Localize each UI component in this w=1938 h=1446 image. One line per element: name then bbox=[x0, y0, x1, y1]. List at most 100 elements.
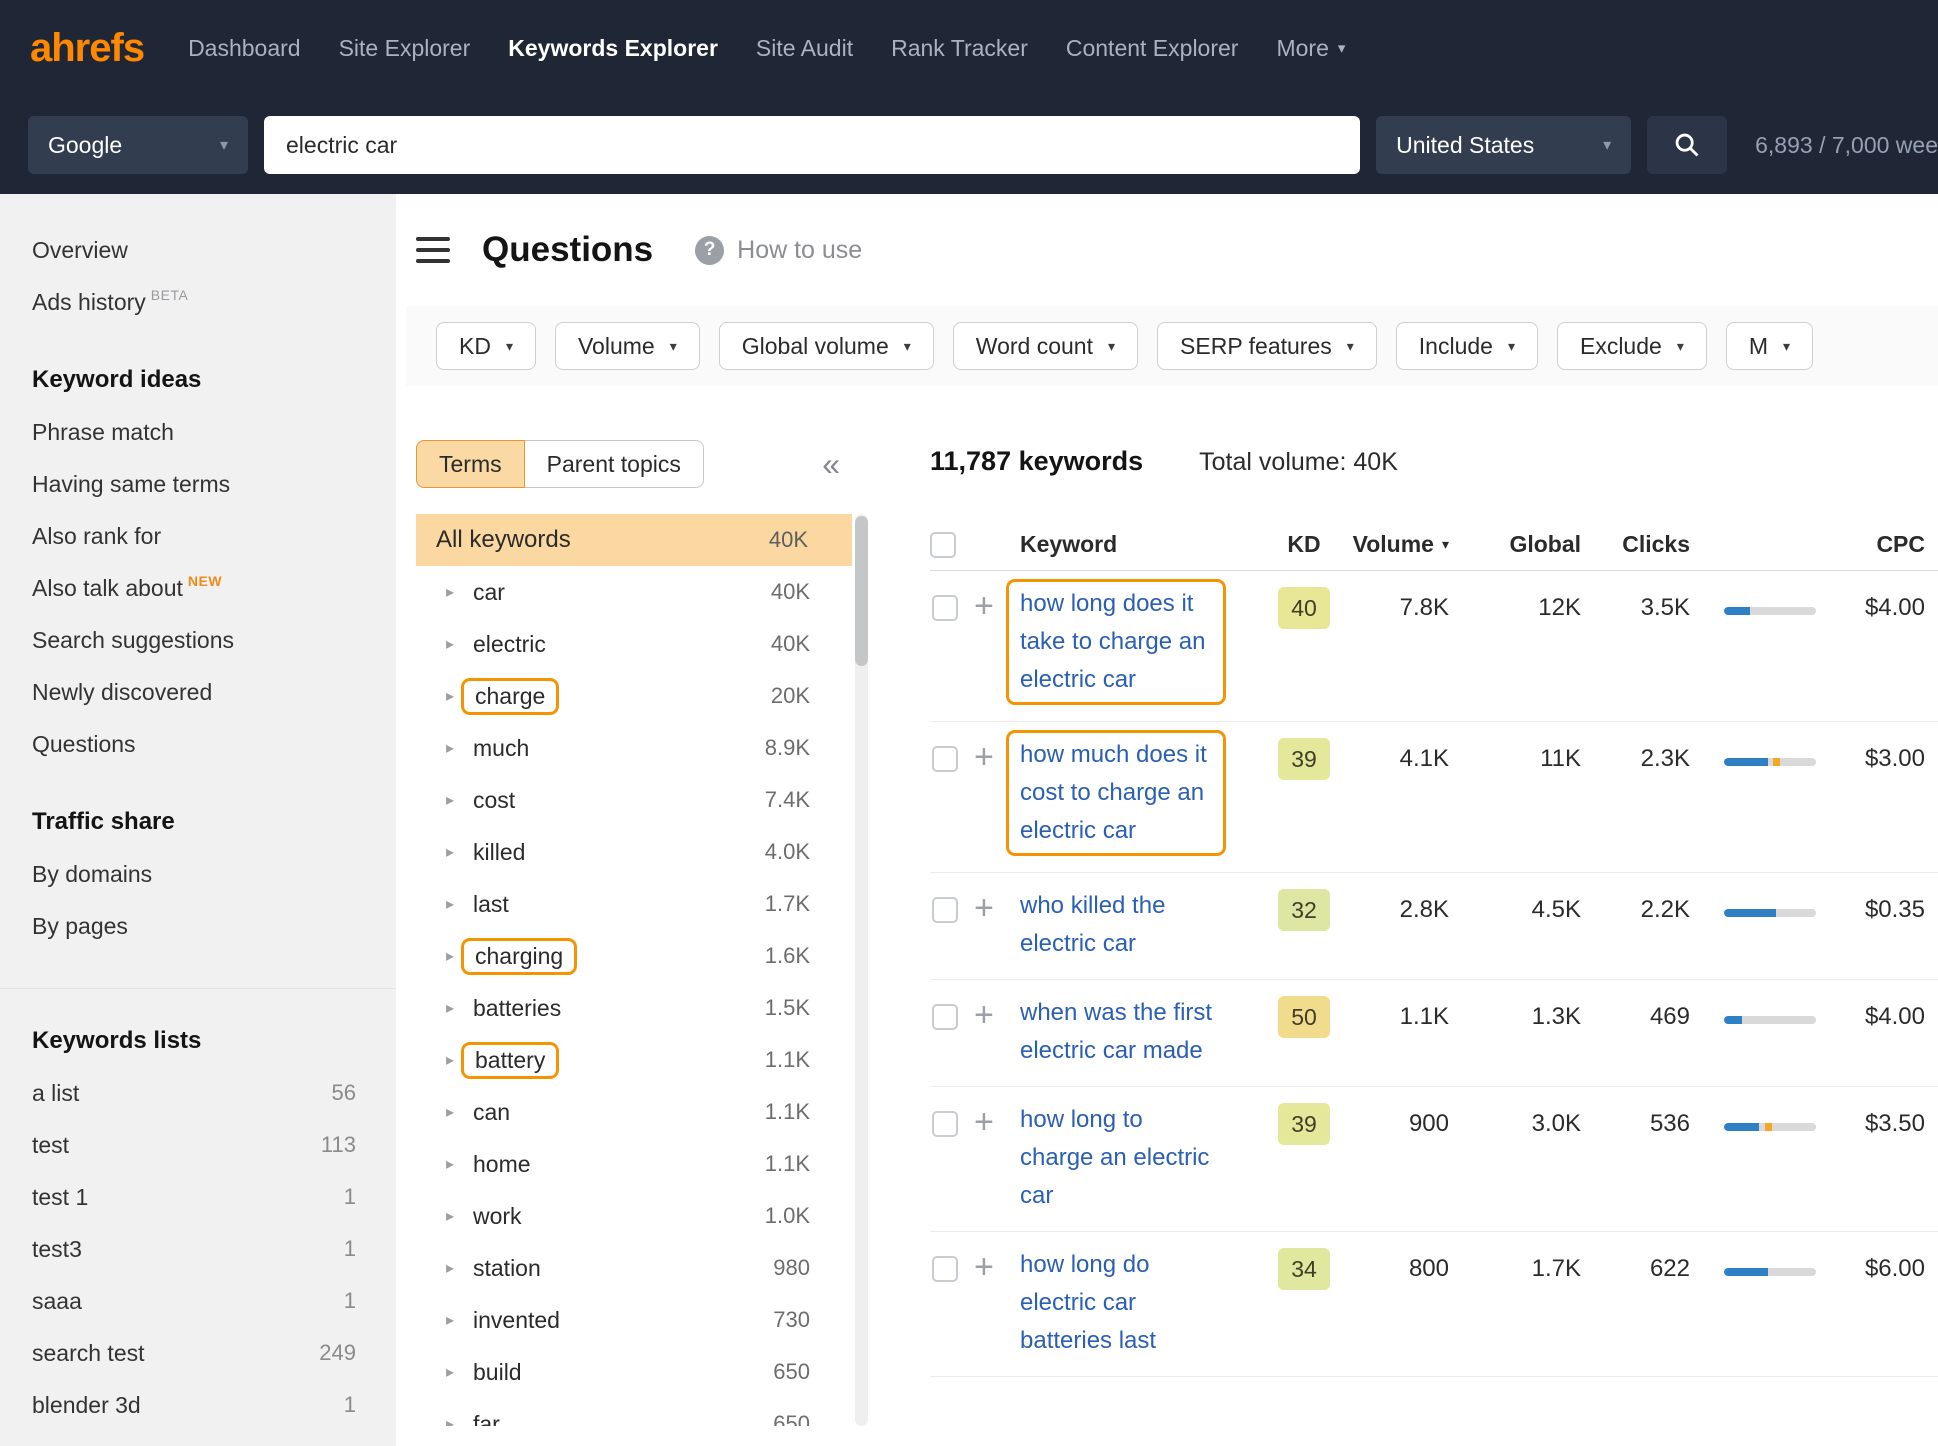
filter-chip[interactable]: Volume ▾ bbox=[554, 322, 700, 370]
term-row[interactable]: ▸ battery 1.1K bbox=[416, 1034, 852, 1086]
nav-item[interactable]: Site Audit bbox=[756, 35, 853, 62]
add-to-list-icon[interactable]: + bbox=[974, 996, 994, 1034]
how-to-use-link[interactable]: ? How to use bbox=[695, 235, 862, 265]
menu-icon[interactable] bbox=[416, 237, 450, 263]
add-to-list-icon[interactable]: + bbox=[974, 889, 994, 927]
sidebar-item[interactable]: By domains bbox=[0, 848, 396, 900]
keywords-list-item[interactable]: saaa 1 bbox=[0, 1275, 396, 1327]
term-row[interactable]: ▸ last 1.7K bbox=[416, 878, 852, 930]
sidebar-item[interactable]: Also talk about NEW bbox=[0, 562, 396, 614]
term-row[interactable]: ▸ much 8.9K bbox=[416, 722, 852, 774]
column-keyword[interactable]: Keyword bbox=[1020, 531, 1118, 557]
select-all-checkbox[interactable] bbox=[930, 531, 956, 558]
keyword-search-input[interactable] bbox=[264, 116, 1361, 174]
sidebar-item[interactable]: Having same terms bbox=[0, 458, 396, 510]
row-checkbox[interactable] bbox=[932, 1004, 958, 1030]
sidebar-item[interactable]: Also rank for bbox=[0, 510, 396, 562]
nav-item[interactable]: Content Explorer bbox=[1066, 35, 1239, 62]
term-row[interactable]: ▸ station 980 bbox=[416, 1242, 852, 1294]
keyword-link[interactable]: who killed the electric car bbox=[1020, 892, 1166, 957]
keywords-list-item[interactable]: search test 249 bbox=[0, 1327, 396, 1379]
keyword-link[interactable]: how long to charge an electric car bbox=[1020, 1106, 1210, 1209]
term-row[interactable]: ▸ car 40K bbox=[416, 566, 852, 618]
sidebar-item[interactable]: Traffic share bbox=[0, 796, 396, 848]
keyword-link[interactable]: when was the first electric car made bbox=[1020, 999, 1213, 1064]
term-row[interactable]: ▸ home 1.1K bbox=[416, 1138, 852, 1190]
sidebar-item[interactable]: Questions bbox=[0, 718, 396, 770]
nav-item[interactable]: Rank Tracker bbox=[891, 35, 1028, 62]
add-to-list-icon[interactable]: + bbox=[974, 587, 994, 625]
country-select[interactable]: United States ▾ bbox=[1376, 116, 1632, 174]
keywords-list-item[interactable]: test 1 1 bbox=[0, 1171, 396, 1223]
add-to-list-icon[interactable]: + bbox=[974, 1103, 994, 1141]
sidebar-item[interactable]: Keyword ideas bbox=[0, 354, 396, 406]
keyword-link[interactable]: how long do electric car batteries last bbox=[1020, 1251, 1157, 1354]
term-row[interactable]: ▸ cost 7.4K bbox=[416, 774, 852, 826]
sidebar-item[interactable]: Newly discovered bbox=[0, 666, 396, 718]
term-row[interactable]: ▸ electric 40K bbox=[416, 618, 852, 670]
sidebar-item[interactable]: Overview bbox=[0, 224, 396, 276]
sidebar-item[interactable]: Ads history BETA bbox=[0, 276, 396, 328]
filter-chip[interactable]: KD ▾ bbox=[436, 322, 536, 370]
expand-triangle-icon[interactable]: ▸ bbox=[446, 688, 455, 705]
sidebar-item[interactable]: Search suggestions bbox=[0, 614, 396, 666]
column-kd[interactable]: KD bbox=[1287, 531, 1321, 557]
terms-scrollbar[interactable] bbox=[855, 514, 868, 1426]
term-row[interactable]: ▸ killed 4.0K bbox=[416, 826, 852, 878]
term-row[interactable]: ▸ invented 730 bbox=[416, 1294, 852, 1346]
filter-chip[interactable]: Include ▾ bbox=[1395, 322, 1538, 370]
sidebar-item[interactable]: By pages bbox=[0, 900, 396, 952]
term-row[interactable]: ▸ batteries 1.5K bbox=[416, 982, 852, 1034]
expand-triangle-icon[interactable]: ▸ bbox=[446, 948, 455, 965]
tab-terms[interactable]: Terms bbox=[416, 440, 525, 488]
expand-triangle-icon[interactable]: ▸ bbox=[446, 740, 455, 757]
keyword-link[interactable]: how much does it cost to charge an elect… bbox=[1006, 730, 1226, 856]
keyword-link[interactable]: how long does it take to charge an elect… bbox=[1006, 579, 1226, 705]
column-clicks[interactable]: Clicks bbox=[1622, 531, 1690, 557]
terms-all-keywords-row[interactable]: All keywords 40K bbox=[416, 514, 852, 566]
nav-item[interactable]: More ▾ bbox=[1276, 35, 1345, 62]
expand-triangle-icon[interactable]: ▸ bbox=[446, 844, 455, 861]
expand-triangle-icon[interactable]: ▸ bbox=[446, 1156, 455, 1173]
term-row[interactable]: ▸ build 650 bbox=[416, 1346, 852, 1398]
expand-triangle-icon[interactable]: ▸ bbox=[446, 1364, 455, 1381]
search-engine-select[interactable]: Google ▾ bbox=[28, 116, 248, 174]
sidebar-item[interactable]: Phrase match bbox=[0, 406, 396, 458]
row-checkbox[interactable] bbox=[932, 746, 958, 772]
expand-triangle-icon[interactable]: ▸ bbox=[446, 636, 455, 653]
expand-triangle-icon[interactable]: ▸ bbox=[446, 1000, 455, 1017]
keywords-list-item[interactable]: a list 56 bbox=[0, 1067, 396, 1119]
filter-chip[interactable]: M ▾ bbox=[1725, 322, 1814, 370]
column-global[interactable]: Global bbox=[1509, 531, 1581, 557]
keywords-list-item[interactable]: test3 1 bbox=[0, 1223, 396, 1275]
filter-chip[interactable]: Word count ▾ bbox=[952, 322, 1139, 370]
collapse-panel-icon[interactable]: « bbox=[822, 446, 840, 482]
term-row[interactable]: ▸ can 1.1K bbox=[416, 1086, 852, 1138]
expand-triangle-icon[interactable]: ▸ bbox=[446, 1208, 455, 1225]
filter-chip[interactable]: SERP features ▾ bbox=[1157, 322, 1377, 370]
expand-triangle-icon[interactable]: ▸ bbox=[446, 1416, 455, 1426]
filter-chip[interactable]: Exclude ▾ bbox=[1556, 322, 1707, 370]
expand-triangle-icon[interactable]: ▸ bbox=[446, 1104, 455, 1121]
row-checkbox[interactable] bbox=[932, 897, 958, 923]
term-row[interactable]: ▸ far 650 bbox=[416, 1398, 852, 1427]
keywords-list-item[interactable]: test 113 bbox=[0, 1119, 396, 1171]
term-row[interactable]: ▸ charging 1.6K bbox=[416, 930, 852, 982]
expand-triangle-icon[interactable]: ▸ bbox=[446, 1052, 455, 1069]
nav-item[interactable]: Keywords Explorer bbox=[508, 35, 718, 62]
filter-chip[interactable]: Global volume ▾ bbox=[718, 322, 934, 370]
column-cpc[interactable]: CPC bbox=[1876, 531, 1925, 557]
expand-triangle-icon[interactable]: ▸ bbox=[446, 584, 455, 601]
add-to-list-icon[interactable]: + bbox=[974, 738, 994, 776]
keywords-list-item[interactable]: blender 3d 1 bbox=[0, 1379, 396, 1431]
term-row[interactable]: ▸ work 1.0K bbox=[416, 1190, 852, 1242]
add-to-list-icon[interactable]: + bbox=[974, 1248, 994, 1286]
search-button[interactable] bbox=[1647, 116, 1728, 174]
expand-triangle-icon[interactable]: ▸ bbox=[446, 896, 455, 913]
row-checkbox[interactable] bbox=[932, 1256, 958, 1282]
expand-triangle-icon[interactable]: ▸ bbox=[446, 792, 455, 809]
column-volume[interactable]: Volume ▾ bbox=[1348, 531, 1449, 558]
row-checkbox[interactable] bbox=[932, 595, 958, 621]
terms-scrollbar-thumb[interactable] bbox=[855, 516, 868, 666]
expand-triangle-icon[interactable]: ▸ bbox=[446, 1260, 455, 1277]
